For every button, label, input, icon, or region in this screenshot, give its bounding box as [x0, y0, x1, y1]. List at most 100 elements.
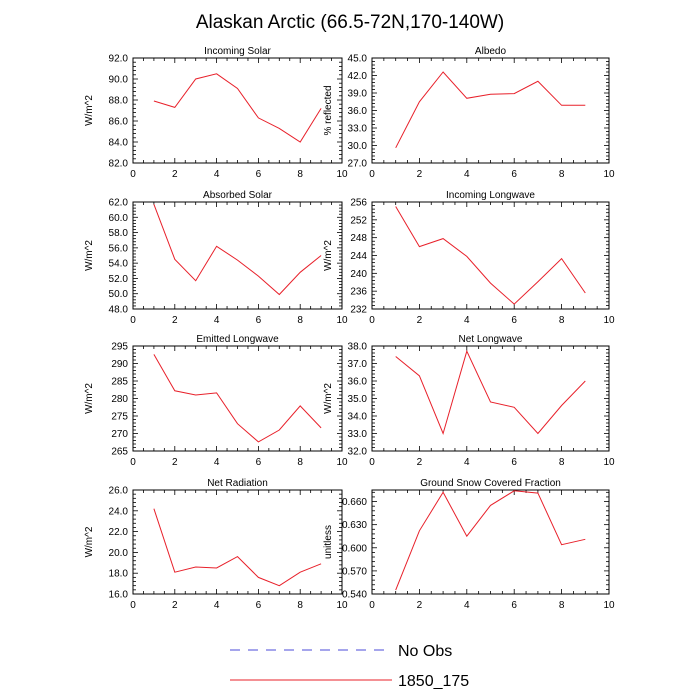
y-tick-label: 0.540: [342, 590, 367, 601]
panel-title: Net Radiation: [207, 478, 268, 489]
x-tick-label: 6: [511, 457, 517, 468]
y-tick-label: 256: [350, 198, 367, 209]
y-tick-label: 34.0: [348, 412, 368, 423]
y-tick-label: 33.0: [348, 429, 368, 440]
y-tick-label: 275: [111, 412, 128, 423]
y-tick-label: 39.0: [348, 89, 368, 100]
y-tick-label: 0.630: [342, 520, 367, 531]
x-tick-label: 2: [172, 169, 178, 180]
x-tick-label: 0: [130, 315, 136, 326]
series-line-1850_175: [395, 490, 586, 591]
y-tick-label: 0.570: [342, 566, 367, 577]
panels: Incoming Solar 0 2 4 6 8 10 82.0 84.0 86.0 88.0 90.…: [84, 46, 615, 611]
x-tick-label: 6: [256, 600, 262, 611]
y-tick-label: 56.0: [109, 243, 129, 254]
x-tick-label: 2: [172, 457, 178, 468]
series-line-1850_175: [153, 204, 322, 296]
x-tick-label: 2: [417, 457, 423, 468]
x-tick-label: 10: [603, 457, 615, 468]
y-tick-label: 90.0: [109, 75, 129, 86]
x-tick-label: 6: [256, 169, 262, 180]
series-line-1850_175: [395, 206, 586, 305]
panel-title: Emitted Longwave: [196, 334, 279, 345]
y-axis-label: % reflected: [323, 85, 334, 135]
y-tick-label: 37.0: [348, 359, 368, 370]
x-tick-label: 8: [297, 315, 303, 326]
x-tick-label: 0: [130, 457, 136, 468]
y-tick-label: 20.0: [109, 548, 129, 559]
x-tick-label: 0: [130, 600, 136, 611]
x-tick-label: 6: [511, 315, 517, 326]
x-tick-label: 2: [172, 600, 178, 611]
x-tick-label: 0: [369, 457, 375, 468]
y-tick-label: 27.0: [348, 159, 368, 170]
y-tick-label: 16.0: [109, 590, 129, 601]
x-tick-label: 6: [511, 600, 517, 611]
x-tick-label: 2: [417, 169, 423, 180]
legend-model-label: 1850_175: [398, 673, 469, 690]
panel-title: Net Longwave: [459, 334, 523, 345]
y-tick-label: 252: [350, 215, 367, 226]
figure-title: Alaskan Arctic (66.5-72N,170-140W): [196, 12, 504, 33]
y-tick-label: 280: [111, 394, 128, 405]
y-tick-label: 232: [350, 305, 367, 316]
y-tick-label: 45.0: [348, 54, 368, 65]
y-tick-label: 240: [350, 269, 367, 280]
legend-obs-label: No Obs: [398, 643, 452, 660]
x-tick-label: 10: [603, 600, 615, 611]
y-tick-label: 270: [111, 429, 128, 440]
y-tick-label: 265: [111, 447, 128, 458]
y-axis-label: W/m^2: [84, 240, 95, 271]
x-tick-label: 8: [559, 457, 565, 468]
plot-frame: [371, 345, 610, 452]
x-tick-label: 8: [559, 315, 565, 326]
panel-title: Absorbed Solar: [203, 190, 273, 201]
x-tick-label: 8: [559, 169, 565, 180]
x-tick-label: 4: [214, 169, 220, 180]
y-tick-label: 0.660: [342, 497, 367, 508]
y-tick-label: 236: [350, 287, 367, 298]
y-tick-label: 244: [350, 251, 367, 262]
x-tick-label: 10: [336, 169, 348, 180]
plot-frame: [132, 57, 343, 164]
x-tick-label: 4: [214, 457, 220, 468]
y-axis-label: unitless: [323, 525, 334, 559]
series-line-1850_175: [153, 73, 322, 143]
x-tick-label: 4: [214, 315, 220, 326]
panel-1: Incoming Solar 0 2 4 6 8 10 82.0 84.0 86.0 88.0 90.…: [84, 46, 348, 180]
plot-frame: [132, 345, 343, 452]
y-tick-label: 285: [111, 377, 128, 388]
series-line-1850_175: [153, 508, 322, 587]
y-tick-label: 30.0: [348, 141, 368, 152]
y-axis-label: W/m^2: [323, 383, 334, 414]
y-tick-label: 92.0: [109, 54, 129, 65]
plot-frame: [371, 57, 610, 164]
series-line-1850_175: [153, 354, 322, 443]
x-tick-label: 2: [172, 315, 178, 326]
legend: No Obs 1850_175: [230, 643, 469, 690]
y-tick-label: 33.0: [348, 124, 368, 135]
y-tick-label: 22.0: [109, 527, 129, 538]
y-tick-label: 88.0: [109, 96, 129, 107]
y-tick-label: 18.0: [109, 569, 129, 580]
y-tick-label: 35.0: [348, 394, 368, 405]
y-tick-label: 32.0: [348, 447, 368, 458]
panel-title: Ground Snow Covered Fraction: [420, 478, 561, 489]
y-tick-label: 290: [111, 359, 128, 370]
plot-frame: [371, 201, 610, 310]
x-tick-label: 2: [417, 600, 423, 611]
y-tick-label: 48.0: [109, 305, 129, 316]
y-tick-label: 86.0: [109, 117, 129, 128]
x-tick-label: 8: [297, 169, 303, 180]
x-tick-label: 4: [214, 600, 220, 611]
panel-title: Incoming Longwave: [446, 190, 535, 201]
x-tick-label: 8: [297, 600, 303, 611]
y-tick-label: 84.0: [109, 138, 129, 149]
series-line-1850_175: [395, 349, 586, 436]
x-tick-label: 4: [464, 600, 470, 611]
x-tick-label: 0: [369, 600, 375, 611]
